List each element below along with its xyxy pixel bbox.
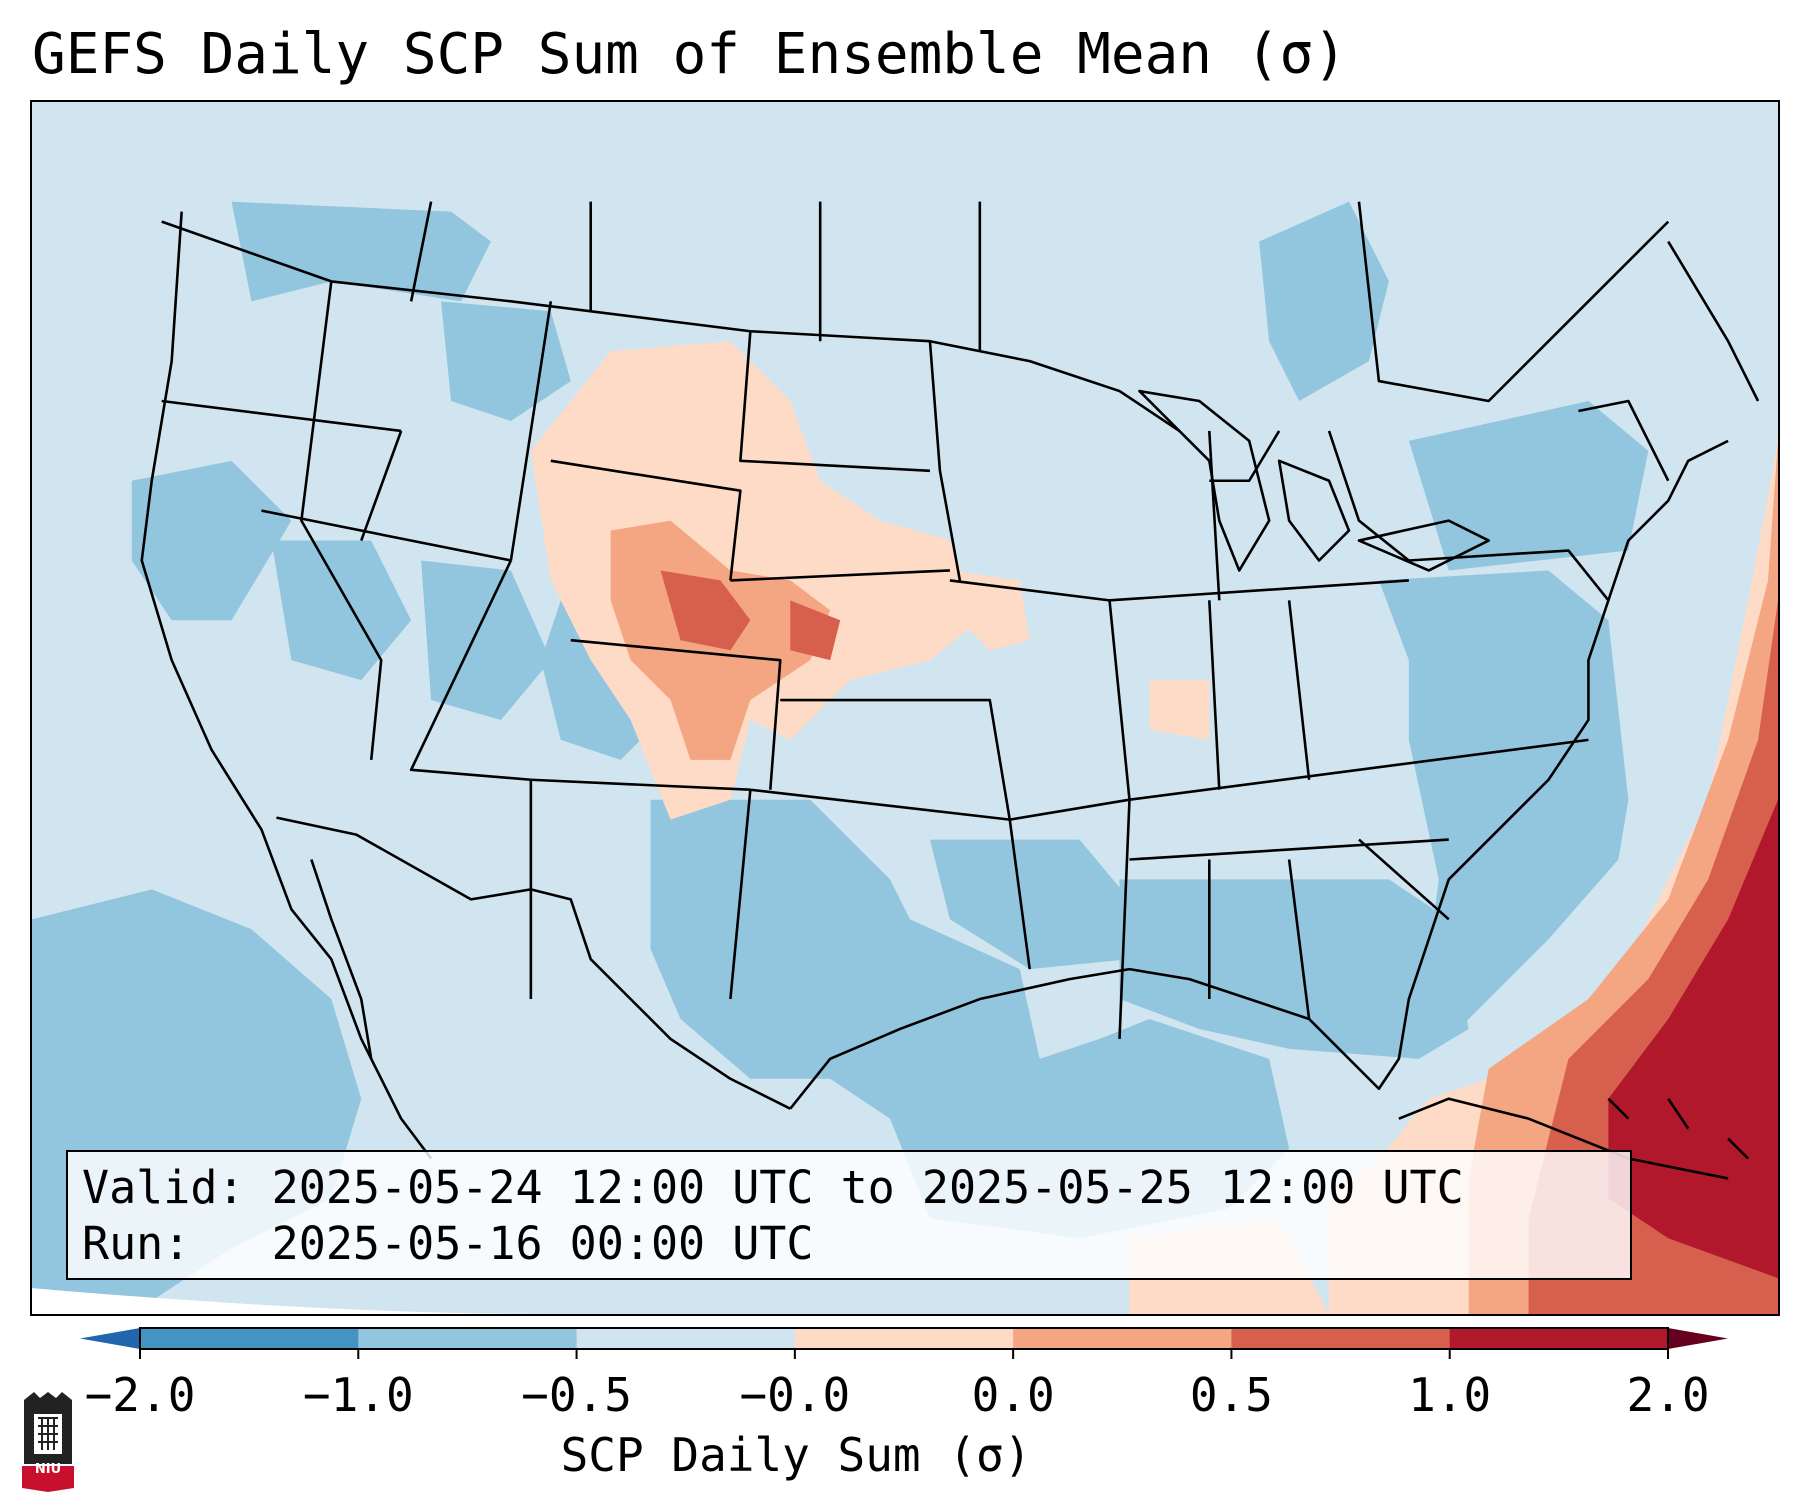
- off-projection-area: [32, 1288, 551, 1314]
- field-positive-extreme: [1608, 799, 1778, 1279]
- colorbar-outline: [139, 1327, 1669, 1350]
- colorbar-extend-over: [1668, 1328, 1728, 1349]
- colorbar-tick-label: −0.0: [739, 1368, 851, 1422]
- colorbar-segment: [1449, 1328, 1669, 1349]
- run-line: Run: 2025-05-16 00:00 UTC: [82, 1217, 814, 1270]
- colorbar-tick-label: 1.0: [1408, 1368, 1492, 1422]
- state-borders: [140, 201, 1760, 1180]
- map-panel[interactable]: [30, 100, 1780, 1316]
- colorbar-segment: [1231, 1328, 1451, 1349]
- colorbar-tick-label: −0.5: [521, 1368, 632, 1422]
- valid-line: Valid: 2025-05-24 12:00 UTC to 2025-05-2…: [82, 1161, 1464, 1214]
- niu-logo-icon: [22, 1392, 74, 1492]
- colorbar-label: SCP Daily Sum (σ): [560, 1428, 1032, 1482]
- scp-map: [32, 102, 1778, 1314]
- colorbar-segment: [1013, 1328, 1232, 1349]
- colorbar-segment: [140, 1328, 359, 1349]
- colorbar-tick-label: −2.0: [84, 1368, 196, 1422]
- colorbar-segment: [794, 1328, 1014, 1349]
- map-title: GEFS Daily SCP Sum of Ensemble Mean (σ): [32, 22, 1347, 87]
- colorbar-tick-label: 0.0: [971, 1368, 1055, 1422]
- colorbar-tick-label: −1.0: [302, 1368, 414, 1422]
- colorbar-extend-under: [80, 1328, 140, 1349]
- valid-time-box: Valid: 2025-05-24 12:00 UTC to 2025-05-2…: [66, 1150, 1632, 1280]
- colorbar-tick-label: 0.5: [1189, 1368, 1273, 1422]
- logo-text: NIU: [34, 1462, 62, 1477]
- colorbar-segment: [576, 1328, 796, 1349]
- colorbar: [80, 1327, 1728, 1359]
- colorbar-segment: [358, 1328, 578, 1349]
- colorbar-tick-label: 2.0: [1626, 1368, 1710, 1422]
